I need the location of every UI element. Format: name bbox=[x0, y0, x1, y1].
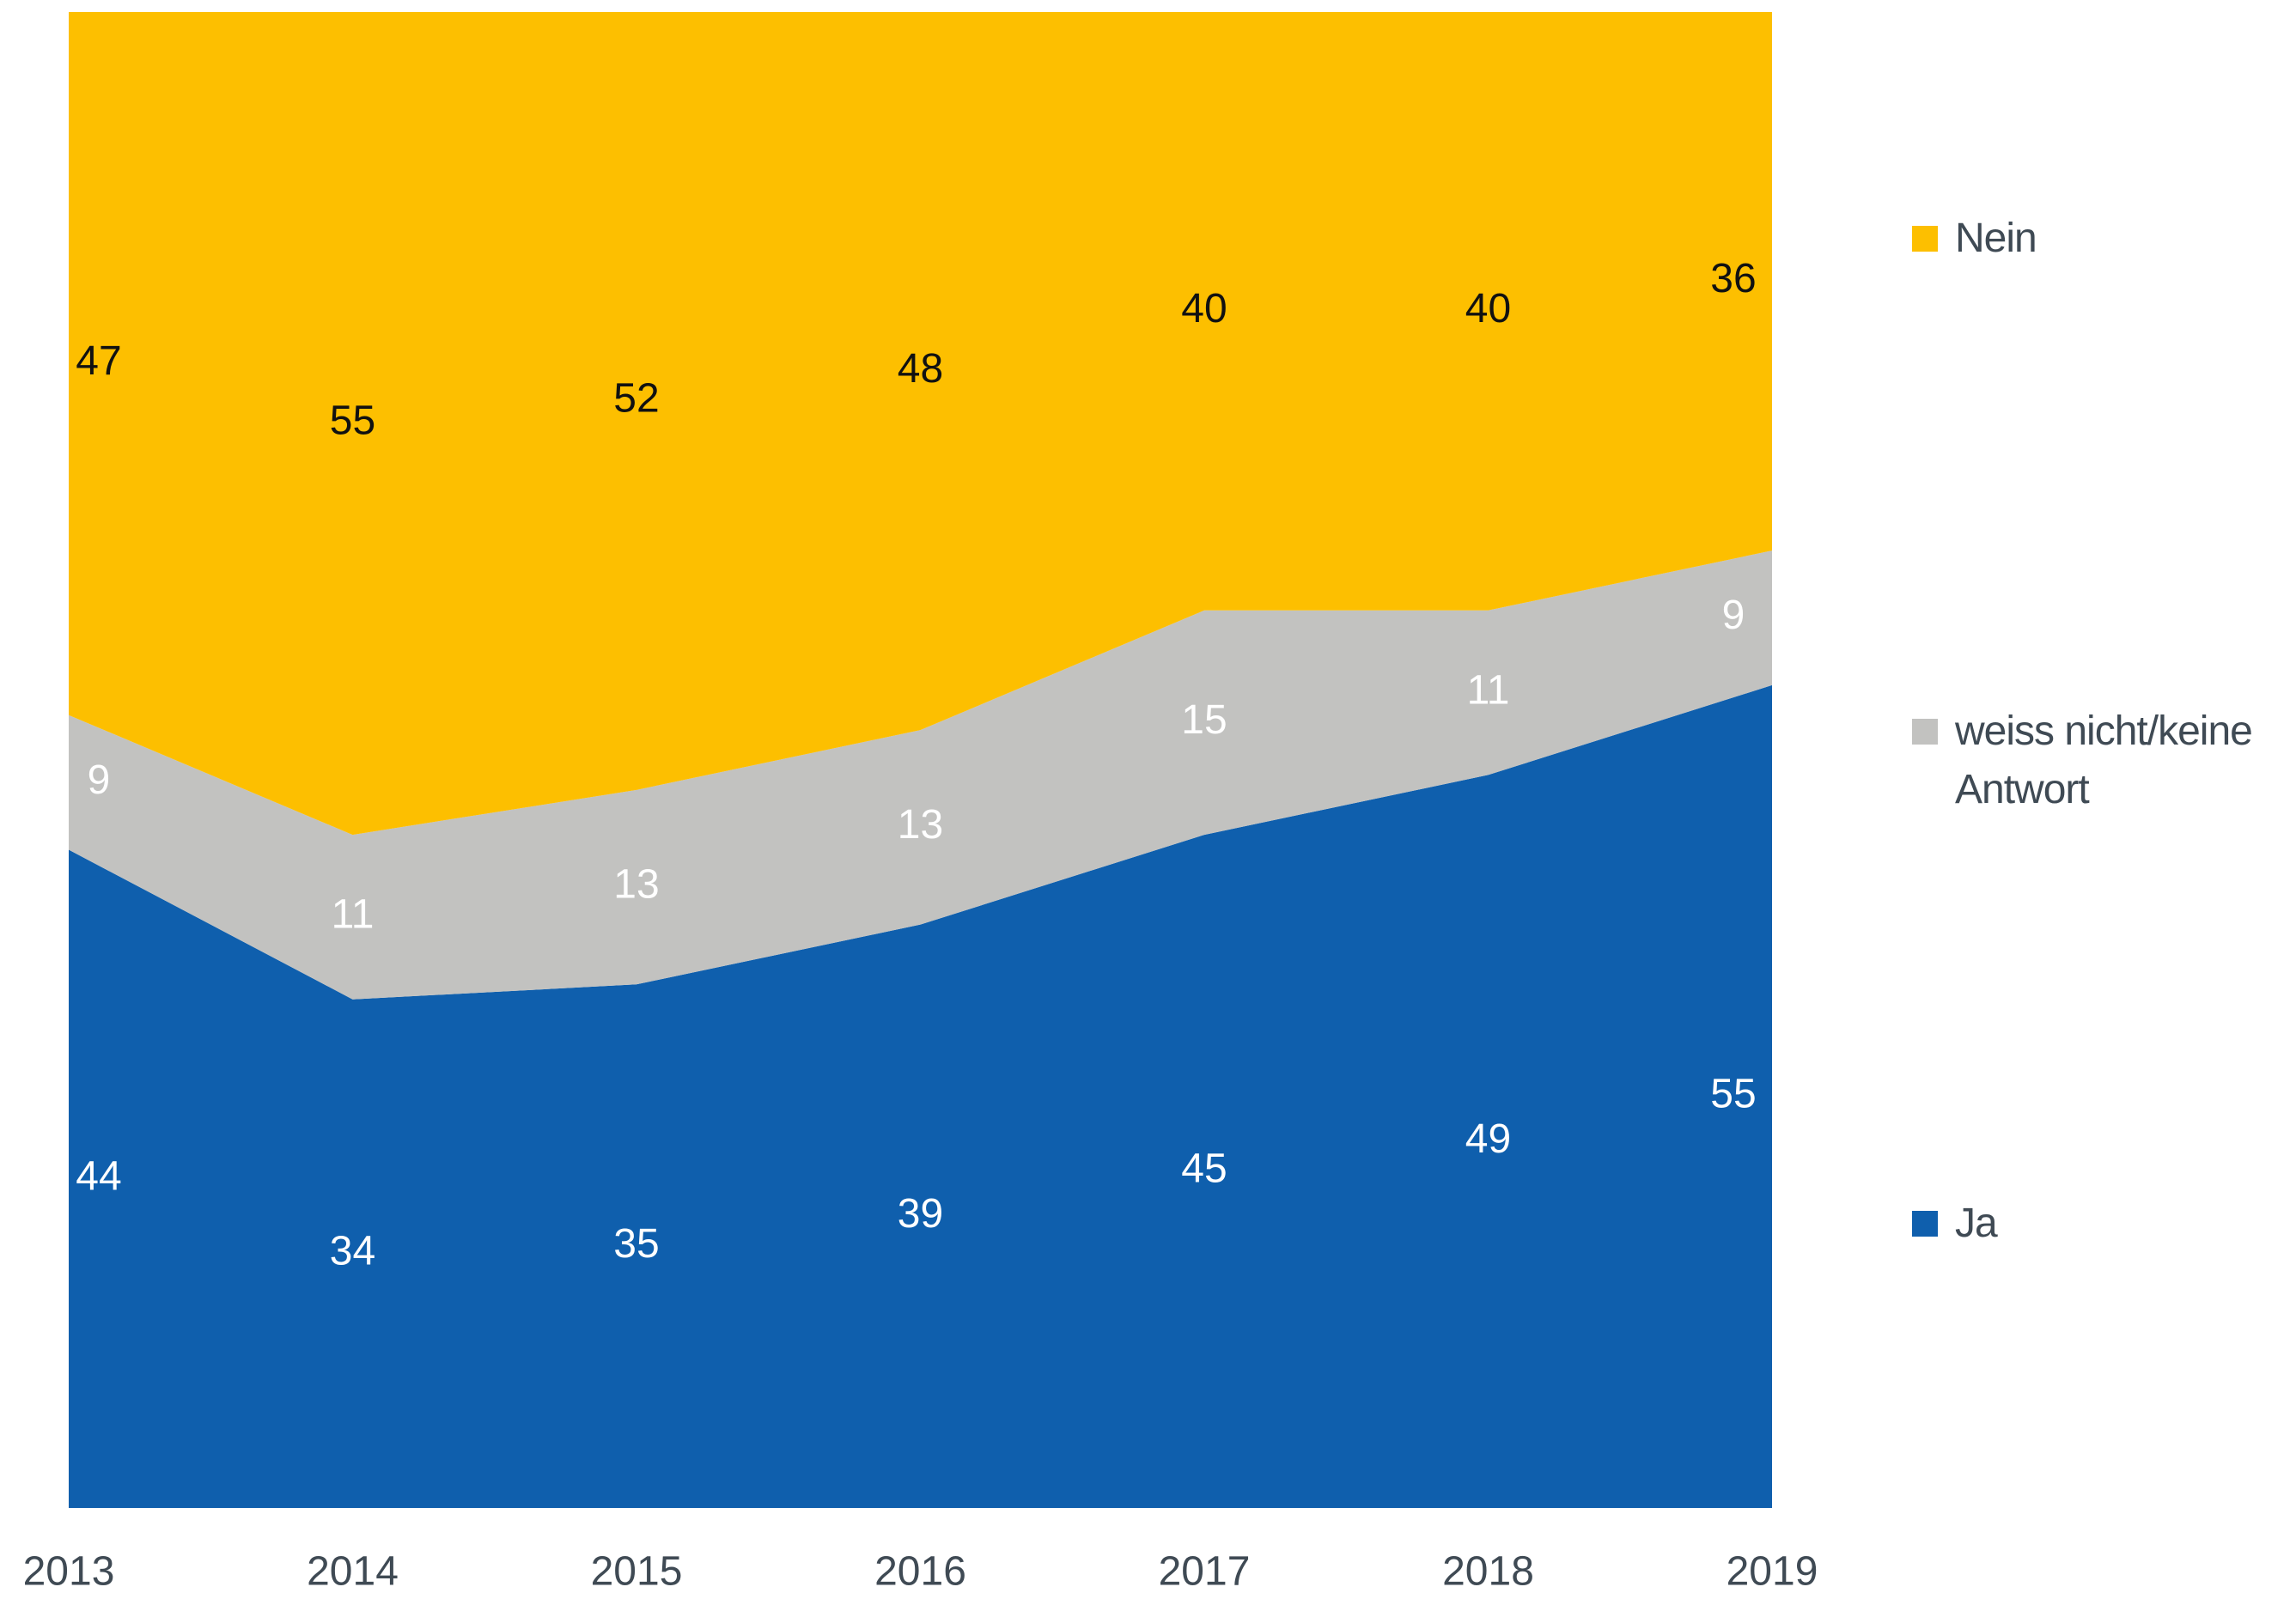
data-label: 44 bbox=[76, 1153, 121, 1199]
data-label: 55 bbox=[330, 398, 375, 444]
data-label: 9 bbox=[88, 757, 111, 803]
legend-swatch bbox=[1912, 1211, 1938, 1237]
data-label: 39 bbox=[898, 1191, 943, 1237]
data-label: 15 bbox=[1181, 697, 1227, 743]
x-tick-label: 2018 bbox=[1442, 1549, 1534, 1595]
legend-swatch bbox=[1912, 226, 1938, 252]
area bbox=[69, 684, 1772, 1508]
data-label: 48 bbox=[898, 346, 943, 392]
legend-label: Ja bbox=[1955, 1201, 1998, 1246]
data-label: 34 bbox=[330, 1229, 375, 1274]
data-label: 11 bbox=[332, 892, 375, 938]
data-label: 11 bbox=[1467, 667, 1510, 713]
legend-swatch bbox=[1912, 719, 1938, 745]
data-label: 45 bbox=[1181, 1146, 1227, 1192]
area bbox=[69, 550, 1772, 1000]
data-label: 40 bbox=[1465, 286, 1511, 331]
data-label: 55 bbox=[1710, 1072, 1756, 1117]
data-label: 13 bbox=[613, 862, 659, 908]
x-tick-label: 2013 bbox=[23, 1549, 115, 1595]
legend-label: Nein bbox=[1955, 216, 2037, 261]
data-label: 9 bbox=[1722, 593, 1745, 638]
area bbox=[69, 12, 1772, 836]
data-label: 13 bbox=[898, 802, 943, 848]
x-tick-label: 2019 bbox=[1727, 1549, 1818, 1595]
legend-label: weiss nicht/keine Antwort bbox=[1955, 708, 2253, 812]
x-tick-label: 2017 bbox=[1159, 1549, 1251, 1595]
x-tick-label: 2015 bbox=[591, 1549, 683, 1595]
data-label: 49 bbox=[1465, 1116, 1511, 1162]
x-tick-label: 2016 bbox=[874, 1549, 966, 1595]
data-label: 52 bbox=[613, 376, 659, 422]
data-label: 40 bbox=[1181, 286, 1227, 331]
data-label: 47 bbox=[76, 338, 121, 384]
x-tick-label: 2014 bbox=[307, 1549, 399, 1595]
data-label: 36 bbox=[1710, 256, 1756, 301]
data-label: 35 bbox=[613, 1221, 659, 1267]
